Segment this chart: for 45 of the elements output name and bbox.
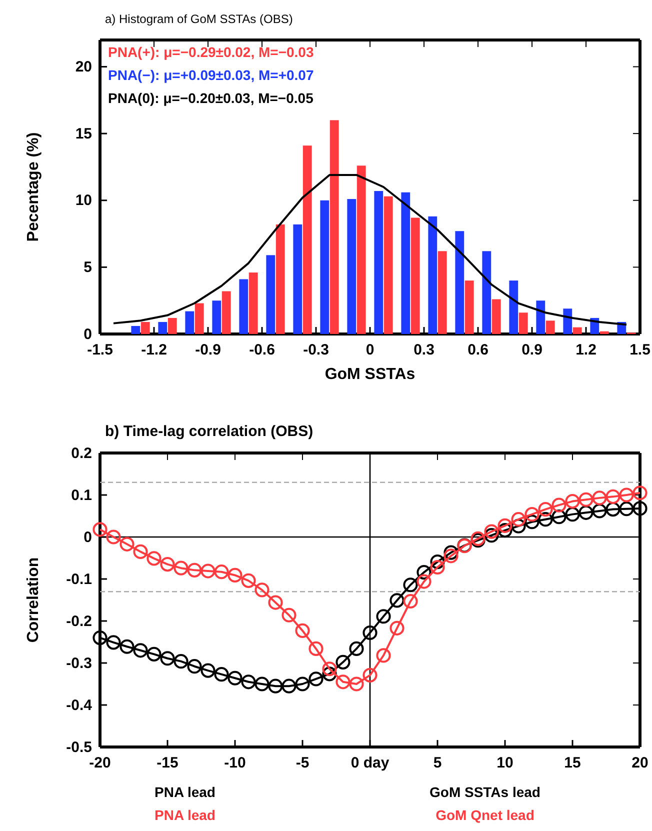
chart-title: b) Time-lag correlation (OBS) bbox=[105, 423, 314, 440]
y-tick-label: -0.2 bbox=[66, 612, 92, 630]
y-tick-label: 0 bbox=[84, 326, 92, 343]
x-tick-label: 0.6 bbox=[468, 342, 488, 359]
annotation: PNA(0): μ=−0.20±0.03, M=−0.05 bbox=[108, 90, 314, 106]
y-tick-label: 20 bbox=[75, 58, 92, 76]
x-tick-label: 10 bbox=[496, 754, 514, 772]
x-tick-label: -0.9 bbox=[195, 342, 221, 359]
y-tick-label: -0.3 bbox=[66, 654, 92, 672]
y-tick-label: 0 bbox=[84, 528, 92, 546]
y-tick-label: 0.1 bbox=[71, 486, 92, 504]
text: PNA lead bbox=[154, 807, 216, 823]
x-tick-label: -0.6 bbox=[249, 342, 275, 359]
x-tick-label: 1.2 bbox=[576, 342, 596, 359]
x-tick-label: -1.2 bbox=[141, 342, 167, 359]
x-tick-label: 15 bbox=[564, 754, 581, 772]
y-tick-label: -0.4 bbox=[66, 696, 93, 714]
x-tick-label: -10 bbox=[224, 754, 246, 772]
text: GoM SSTAs lead bbox=[430, 784, 540, 800]
x-tick-label: -1.5 bbox=[87, 342, 113, 359]
text: PNA lead bbox=[154, 784, 216, 800]
chart-title: a) Histogram of GoM SSTAs (OBS) bbox=[105, 12, 293, 26]
annotation: PNA(−): μ=+0.09±0.03, M=+0.07 bbox=[108, 67, 314, 83]
y-axis-title: Pecentage (%) bbox=[25, 132, 42, 242]
x-tick-label: -15 bbox=[156, 754, 178, 772]
x-tick-label: 20 bbox=[632, 754, 648, 772]
y-axis-title: Correlation bbox=[25, 557, 42, 643]
x-tick-label: 0 day bbox=[350, 754, 390, 772]
text: GoM Qnet lead bbox=[436, 807, 534, 823]
y-tick-label: -0.1 bbox=[66, 570, 92, 588]
x-tick-label: 0.3 bbox=[414, 342, 434, 359]
x-tick-label: -20 bbox=[89, 754, 111, 772]
x-tick-label: 5 bbox=[433, 754, 442, 772]
annotation: PNA(+): μ=−0.29±0.02, M=−0.03 bbox=[108, 44, 314, 60]
y-tick-label: 5 bbox=[84, 258, 92, 276]
x-tick-label: 0 bbox=[366, 342, 374, 359]
x-tick-label: 0.9 bbox=[522, 342, 542, 359]
y-tick-label: 0.2 bbox=[71, 444, 92, 462]
x-tick-label: -5 bbox=[296, 754, 310, 772]
x-tick-label: -0.3 bbox=[303, 342, 329, 359]
y-tick-label: 10 bbox=[75, 192, 92, 210]
x-axis-title: GoM SSTAs bbox=[324, 366, 416, 383]
y-tick-label: 15 bbox=[75, 125, 92, 142]
x-tick-label: 1.5 bbox=[630, 342, 650, 359]
y-tick-label: -0.5 bbox=[66, 738, 92, 756]
